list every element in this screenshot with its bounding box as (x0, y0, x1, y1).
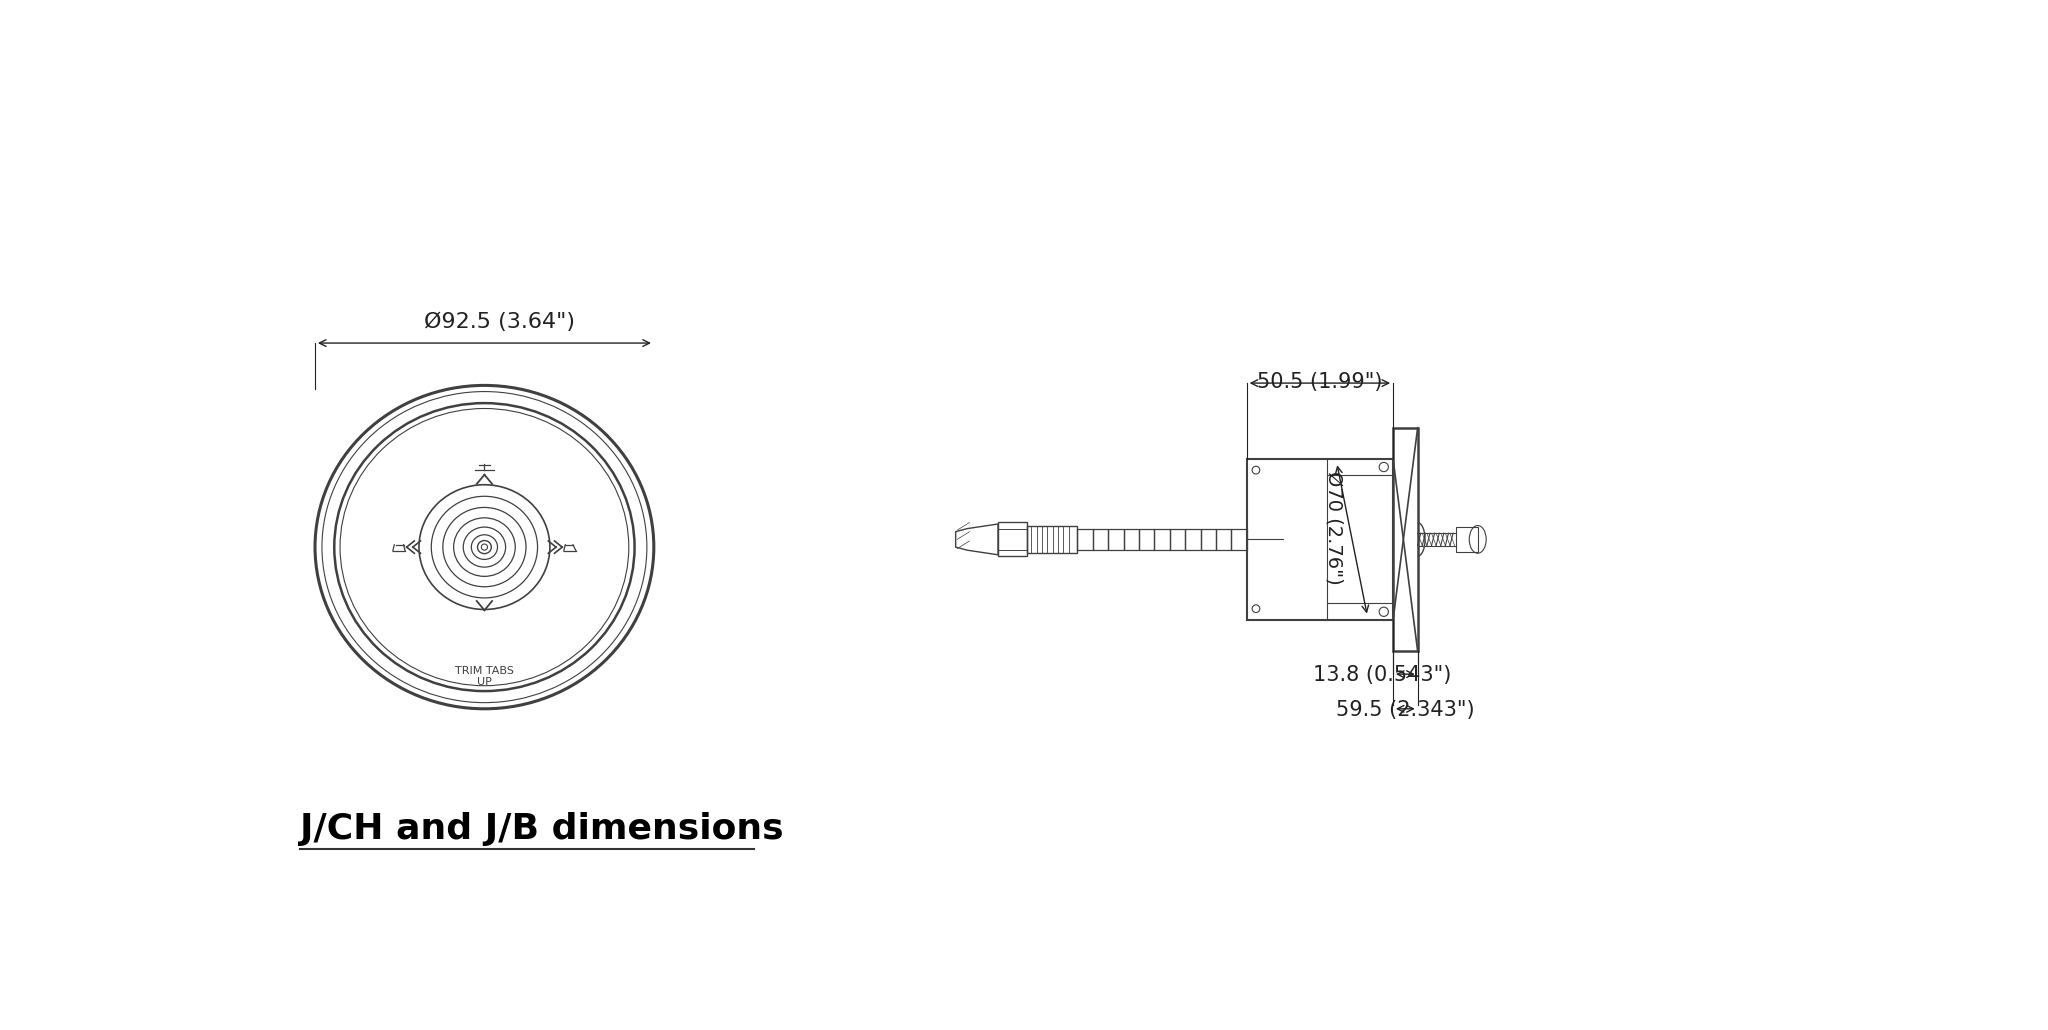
Bar (1200, 528, 1217, 550)
Bar (997, 522, 1028, 556)
Bar (1217, 528, 1231, 550)
Text: 59.5 (2.343"): 59.5 (2.343") (1335, 699, 1475, 720)
Bar (1247, 458, 1393, 620)
Bar (1077, 528, 1094, 550)
Bar (1094, 528, 1108, 550)
Bar (1393, 427, 1417, 651)
Bar (1155, 528, 1169, 550)
Bar (1169, 528, 1186, 550)
Bar (1186, 528, 1200, 550)
Text: Ø92.5 (3.64"): Ø92.5 (3.64") (424, 312, 575, 333)
Text: 50.5 (1.99"): 50.5 (1.99") (1257, 372, 1382, 392)
Text: J/CH and J/B dimensions: J/CH and J/B dimensions (299, 812, 782, 846)
Bar (1231, 528, 1247, 550)
Bar (1139, 528, 1155, 550)
Bar (1456, 527, 1479, 552)
Bar (1124, 528, 1139, 550)
Text: 13.8 (0.543"): 13.8 (0.543") (1313, 665, 1452, 685)
Bar (1028, 525, 1077, 553)
Text: Ø70 (2.76"): Ø70 (2.76") (1325, 471, 1343, 585)
Text: TRIM TABS
UP: TRIM TABS UP (455, 665, 514, 687)
Bar (1108, 528, 1124, 550)
